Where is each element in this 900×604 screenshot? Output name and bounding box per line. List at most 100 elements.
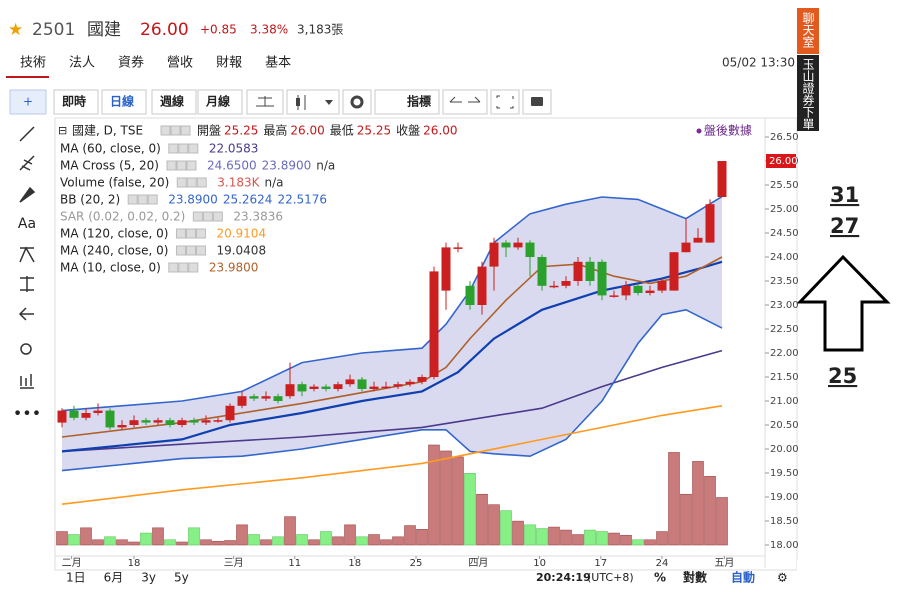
legend-icon[interactable] bbox=[180, 125, 191, 136]
volume-bar bbox=[212, 540, 224, 546]
volume-bar bbox=[536, 528, 548, 546]
legend-icon[interactable] bbox=[196, 177, 207, 188]
range-button[interactable]: 6月 bbox=[104, 571, 124, 585]
indicator-line bbox=[61, 308, 723, 472]
settings[interactable]: ⚙ bbox=[777, 571, 788, 585]
legend-icon[interactable] bbox=[175, 245, 186, 256]
legend-icon[interactable] bbox=[176, 177, 187, 188]
legend-icon[interactable] bbox=[195, 228, 206, 239]
tool-pattern[interactable] bbox=[19, 246, 35, 263]
y-tick-label: 22.50 bbox=[770, 324, 799, 335]
tab[interactable]: 法人 bbox=[69, 56, 95, 71]
legend-icon[interactable] bbox=[212, 211, 223, 222]
toolbar-button[interactable] bbox=[197, 89, 243, 115]
toolbar-label[interactable]: 指標 bbox=[407, 94, 431, 109]
tool-remove[interactable] bbox=[18, 307, 34, 321]
tab[interactable]: 營收 bbox=[167, 56, 193, 71]
tool-more[interactable]: ••• bbox=[13, 404, 41, 423]
tool-line[interactable] bbox=[19, 126, 35, 142]
legend-icon[interactable] bbox=[185, 228, 196, 239]
volume-bar bbox=[308, 539, 320, 546]
volume-bar bbox=[152, 527, 164, 546]
legend-icon[interactable] bbox=[188, 143, 199, 154]
tool-chart[interactable] bbox=[20, 374, 34, 389]
tab[interactable]: 基本 bbox=[265, 56, 291, 71]
ohlc-value: 26.00 bbox=[290, 124, 324, 138]
toolbar-label[interactable]: 即時 bbox=[62, 94, 86, 109]
toolbar-button[interactable] bbox=[53, 89, 99, 115]
legend-icon[interactable] bbox=[137, 194, 148, 205]
order-tab[interactable] bbox=[797, 55, 819, 131]
legend-icon[interactable] bbox=[202, 211, 213, 222]
tool-zoom[interactable] bbox=[20, 343, 32, 355]
legend-icon[interactable] bbox=[170, 125, 181, 136]
toolbar-label[interactable]: 月線 bbox=[205, 94, 230, 109]
collapse[interactable]: ⊟ bbox=[58, 124, 67, 137]
tool-brush[interactable] bbox=[19, 186, 36, 203]
legend-icon[interactable] bbox=[186, 160, 197, 171]
tool-cursor[interactable] bbox=[9, 89, 47, 115]
toolbar-button[interactable] bbox=[101, 89, 147, 115]
ohlc-label: 最低 bbox=[330, 124, 354, 138]
btn-settings[interactable] bbox=[342, 89, 372, 115]
toolbar-icons bbox=[246, 89, 552, 115]
after-hours[interactable]: 盤後數據 bbox=[704, 124, 752, 138]
btn-indicator[interactable] bbox=[374, 89, 440, 115]
percent-toggle[interactable]: % bbox=[654, 571, 666, 585]
range-button[interactable]: 1日 bbox=[66, 571, 86, 585]
toolbar-label[interactable]: 日線 bbox=[110, 94, 134, 109]
icon-scale bbox=[256, 96, 274, 107]
volume-bar bbox=[680, 493, 692, 546]
candle-body bbox=[525, 242, 535, 257]
indicator-value: n/a bbox=[265, 176, 284, 190]
star[interactable]: ★ bbox=[8, 20, 23, 40]
log-toggle[interactable]: 對數 bbox=[683, 570, 707, 585]
legend-icon[interactable] bbox=[195, 245, 206, 256]
indicator-value: n/a bbox=[316, 159, 335, 173]
chat-tab[interactable] bbox=[797, 8, 819, 54]
legend-icon[interactable] bbox=[168, 143, 179, 154]
btn-fullscreen[interactable] bbox=[490, 89, 520, 115]
candle-body bbox=[261, 396, 271, 399]
legend-icon[interactable] bbox=[168, 262, 179, 273]
candle-body bbox=[333, 384, 343, 389]
volume-bar bbox=[596, 531, 608, 546]
candle-body bbox=[417, 377, 427, 382]
legend-icon[interactable] bbox=[192, 211, 203, 222]
chart-frame bbox=[54, 117, 798, 571]
legend-icon[interactable] bbox=[160, 125, 171, 136]
volume-bar bbox=[452, 456, 464, 546]
range-button[interactable]: 5y bbox=[174, 571, 189, 585]
legend-icon[interactable] bbox=[178, 262, 189, 273]
legend-icon[interactable] bbox=[127, 194, 138, 205]
toolbar-button[interactable] bbox=[151, 89, 197, 115]
legend-title: 國建, D, TSE bbox=[72, 124, 143, 138]
legend-icon[interactable] bbox=[178, 143, 189, 154]
tool-fib[interactable] bbox=[19, 155, 35, 171]
tool-text[interactable]: Aa bbox=[18, 216, 36, 232]
tab[interactable]: 財報 bbox=[216, 56, 242, 71]
legend-icon[interactable] bbox=[185, 245, 196, 256]
indicator-value: 22.0583 bbox=[209, 142, 259, 156]
auto-toggle[interactable]: 自動 bbox=[731, 570, 755, 585]
candle-body bbox=[213, 420, 223, 422]
y-tick-label: 23.00 bbox=[770, 300, 799, 311]
range-button[interactable]: 3y bbox=[141, 571, 156, 585]
tool-measure[interactable] bbox=[20, 276, 34, 292]
legend-icon[interactable] bbox=[175, 228, 186, 239]
chat-tab-label[interactable]: 聊天室 bbox=[801, 12, 815, 48]
tool-cursor-icon[interactable]: + bbox=[23, 95, 33, 109]
legend-icon[interactable] bbox=[147, 194, 158, 205]
btn-undo-redo[interactable] bbox=[442, 89, 488, 115]
legend-icon[interactable] bbox=[166, 160, 177, 171]
volume-bar bbox=[272, 536, 284, 546]
legend-icon[interactable] bbox=[176, 160, 187, 171]
tab[interactable]: 資券 bbox=[118, 55, 144, 71]
toolbar-label[interactable]: 週線 bbox=[160, 94, 184, 109]
order-tab-label[interactable]: 玉山證券下單 bbox=[801, 58, 815, 130]
legend-icon[interactable] bbox=[188, 262, 199, 273]
volume-bar bbox=[140, 532, 152, 546]
tab[interactable]: 技術 bbox=[20, 56, 46, 71]
legend-icon[interactable] bbox=[186, 177, 197, 188]
